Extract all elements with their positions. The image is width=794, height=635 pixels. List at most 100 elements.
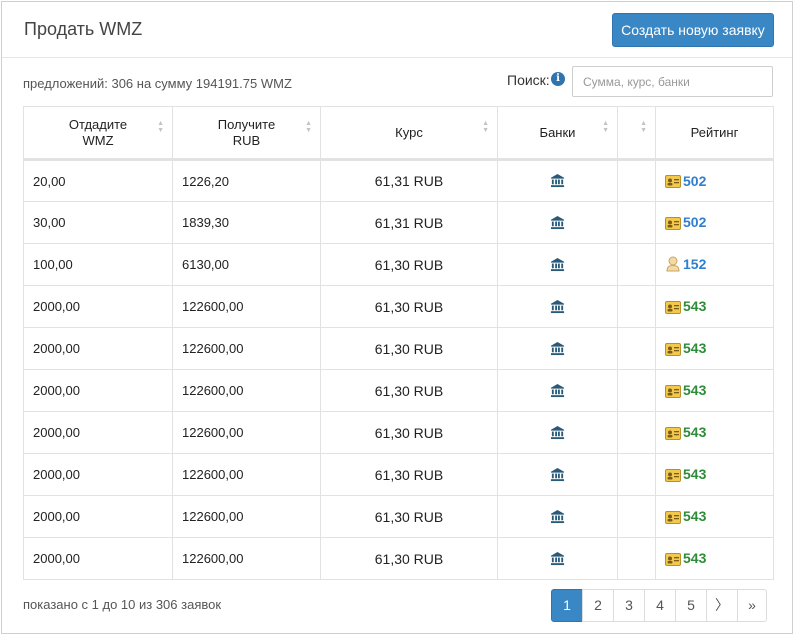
table-row[interactable]: 2000,00 122600,00 61,30 RUB 543 <box>23 537 774 580</box>
bank-icon[interactable] <box>550 173 565 190</box>
rate-link[interactable]: 61,30 RUB <box>320 411 498 454</box>
card-icon <box>665 551 681 566</box>
page-button-3[interactable]: 3 <box>613 589 645 622</box>
sort-icon: ▲ ▼ <box>482 120 489 134</box>
column-header-banks[interactable]: Банки ▲ ▼ <box>497 106 618 161</box>
extra-cell <box>617 201 656 244</box>
bank-icon[interactable] <box>550 215 565 232</box>
last-page-button[interactable]: » <box>737 589 767 622</box>
table-row[interactable]: 20,00 1226,20 61,31 RUB 502 <box>23 159 774 202</box>
rating-link[interactable]: 543 <box>683 298 707 315</box>
card-icon <box>665 467 681 482</box>
column-header-rate-label: Курс <box>395 124 423 140</box>
get-amount: 122600,00 <box>172 453 321 496</box>
info-icon[interactable]: i <box>551 72 565 86</box>
search-input[interactable] <box>572 66 773 97</box>
column-header-give[interactable]: Отдадите WMZ ▲ ▼ <box>23 106 173 161</box>
give-amount: 2000,00 <box>23 369 173 412</box>
rating-link[interactable]: 543 <box>683 508 707 525</box>
page-title: Продать WMZ <box>24 19 143 39</box>
give-amount: 2000,00 <box>23 453 173 496</box>
rating-link[interactable]: 502 <box>683 214 707 231</box>
table-row[interactable]: 2000,00 122600,00 61,30 RUB 543 <box>23 453 774 496</box>
rating-link[interactable]: 543 <box>683 550 707 567</box>
column-header-get-line2: RUB <box>232 132 261 148</box>
rating-link[interactable]: 543 <box>683 340 707 357</box>
rate-link[interactable]: 61,31 RUB <box>320 201 498 244</box>
give-amount: 2000,00 <box>23 495 173 538</box>
get-amount: 1839,30 <box>172 201 321 244</box>
table-row[interactable]: 2000,00 122600,00 61,30 RUB 543 <box>23 327 774 370</box>
extra-cell <box>617 285 656 328</box>
extra-cell <box>617 453 656 496</box>
give-amount: 2000,00 <box>23 411 173 454</box>
card-icon <box>665 383 681 398</box>
column-header-rating-label: Рейтинг <box>690 124 739 140</box>
get-amount: 122600,00 <box>172 411 321 454</box>
get-amount: 122600,00 <box>172 285 321 328</box>
page-button-5[interactable]: 5 <box>675 589 707 622</box>
page-button-2[interactable]: 2 <box>582 589 614 622</box>
person-icon <box>665 256 681 272</box>
rating-link[interactable]: 543 <box>683 382 707 399</box>
bank-icon[interactable] <box>550 257 565 274</box>
rating-link[interactable]: 152 <box>683 255 707 272</box>
column-header-get[interactable]: Получите RUB ▲ ▼ <box>172 106 321 161</box>
panel-header: Продать WMZ Создать новую заявку <box>2 2 792 58</box>
table-row[interactable]: 2000,00 122600,00 61,30 RUB 543 <box>23 285 774 328</box>
rate-link[interactable]: 61,30 RUB <box>320 327 498 370</box>
column-header-banks-label: Банки <box>539 124 576 140</box>
give-amount: 20,00 <box>23 159 173 202</box>
pagination-info: показано с 1 до 10 из 306 заявок <box>23 597 222 612</box>
extra-cell <box>617 537 656 580</box>
rating-link[interactable]: 543 <box>683 466 707 483</box>
get-amount: 122600,00 <box>172 495 321 538</box>
column-header-rating[interactable]: Рейтинг <box>655 106 774 161</box>
extra-cell <box>617 159 656 202</box>
give-amount: 2000,00 <box>23 537 173 580</box>
give-amount: 30,00 <box>23 201 173 244</box>
bank-icon[interactable] <box>550 341 565 358</box>
column-header-rate[interactable]: Курс ▲ ▼ <box>320 106 498 161</box>
card-icon <box>665 174 681 189</box>
rate-link[interactable]: 61,30 RUB <box>320 285 498 328</box>
bank-icon[interactable] <box>550 509 565 526</box>
bank-icon[interactable] <box>550 467 565 484</box>
table-row[interactable]: 100,00 6130,00 61,30 RUB 152 <box>23 243 774 286</box>
rate-link[interactable]: 61,31 RUB <box>320 159 498 202</box>
get-amount: 6130,00 <box>172 243 321 286</box>
sort-icon: ▲ ▼ <box>602 120 609 134</box>
give-amount: 2000,00 <box>23 285 173 328</box>
page-button-4[interactable]: 4 <box>644 589 676 622</box>
sort-icon: ▲ ▼ <box>305 120 312 134</box>
card-icon <box>665 299 681 314</box>
card-icon <box>665 215 681 230</box>
rate-link[interactable]: 61,30 RUB <box>320 537 498 580</box>
offers-table: Отдадите WMZ ▲ ▼ Получите RUB ▲ ▼ Курс ▲ ▼ … <box>23 106 774 580</box>
page-button-1[interactable]: 1 <box>551 589 583 622</box>
bank-icon[interactable] <box>550 425 565 442</box>
rating-link[interactable]: 543 <box>683 424 707 441</box>
table-row[interactable]: 2000,00 122600,00 61,30 RUB 543 <box>23 411 774 454</box>
column-header-extra[interactable]: ▲ ▼ <box>617 106 656 161</box>
offers-summary: предложений: 306 на сумму 194191.75 WMZ <box>23 76 292 91</box>
rate-link[interactable]: 61,30 RUB <box>320 453 498 496</box>
create-request-button[interactable]: Создать новую заявку <box>612 13 774 47</box>
rate-link[interactable]: 61,30 RUB <box>320 495 498 538</box>
column-header-give-line2: WMZ <box>82 132 114 148</box>
rating-link[interactable]: 502 <box>683 172 707 189</box>
bank-icon[interactable] <box>550 383 565 400</box>
bank-icon[interactable] <box>550 551 565 568</box>
rate-link[interactable]: 61,30 RUB <box>320 369 498 412</box>
card-icon <box>665 425 681 440</box>
bank-icon[interactable] <box>550 299 565 316</box>
next-page-button[interactable]: 〉 <box>706 589 738 622</box>
table-row[interactable]: 2000,00 122600,00 61,30 RUB 543 <box>23 495 774 538</box>
give-amount: 100,00 <box>23 243 173 286</box>
table-row[interactable]: 30,00 1839,30 61,31 RUB 502 <box>23 201 774 244</box>
give-amount: 2000,00 <box>23 327 173 370</box>
rate-link[interactable]: 61,30 RUB <box>320 243 498 286</box>
extra-cell <box>617 495 656 538</box>
table-row[interactable]: 2000,00 122600,00 61,30 RUB 543 <box>23 369 774 412</box>
sort-icon: ▲ ▼ <box>640 120 647 134</box>
